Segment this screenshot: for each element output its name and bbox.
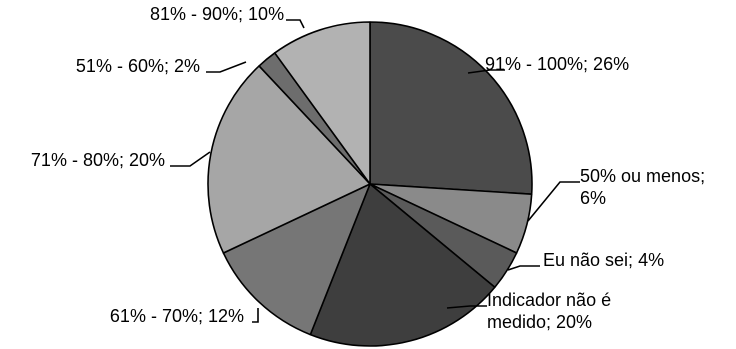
leader-line	[286, 19, 305, 29]
leader-line	[507, 265, 540, 271]
leader-line	[252, 308, 259, 323]
leader-line	[527, 181, 580, 222]
leader-line	[170, 151, 211, 167]
pie-slice	[222, 183, 371, 336]
slice-label-line: 71% - 80%; 20%	[31, 150, 165, 170]
slice-label: 91% - 100%; 26%	[485, 54, 629, 74]
slice-label-line: 91% - 100%; 26%	[485, 54, 629, 74]
slice-label-line: medido; 20%	[487, 312, 592, 332]
leader-line	[467, 69, 505, 74]
slice-label-line: 50% ou menos;	[580, 166, 705, 186]
slice-label-line: Indicador não é	[487, 290, 611, 310]
slice-label-line: Eu não sei; 4%	[543, 250, 664, 270]
leader-line	[206, 61, 247, 73]
pie-slice	[309, 183, 496, 347]
slice-label: Indicador não é medido; 20%	[487, 290, 611, 332]
slice-label-line: 81% - 90%; 10%	[150, 4, 284, 24]
slice-label: 61% - 70%; 12%	[110, 306, 244, 326]
slice-label-line: 6%	[580, 188, 606, 208]
slice-label-line: 61% - 70%; 12%	[110, 306, 244, 326]
slice-label-line: 51% - 60%; 2%	[76, 56, 200, 76]
slice-label: Eu não sei; 4%	[543, 250, 664, 270]
leader-line	[446, 305, 487, 309]
pie-slice	[369, 21, 533, 195]
pie-slice	[273, 21, 371, 185]
slice-label: 81% - 90%; 10%	[150, 4, 284, 24]
slice-label: 51% - 60%; 2%	[76, 56, 200, 76]
slice-label: 50% ou menos; 6%	[580, 166, 705, 208]
pie-slice	[207, 65, 371, 254]
slice-label: 71% - 80%; 20%	[31, 150, 165, 170]
